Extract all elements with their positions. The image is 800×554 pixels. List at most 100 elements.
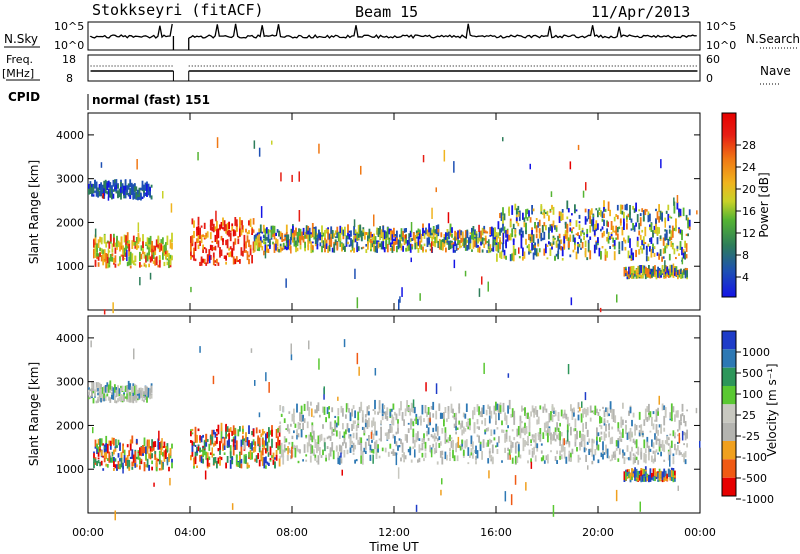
noise-cell [569,161,572,170]
scatter-cell [412,428,415,438]
scatter-cell [199,455,201,462]
noise-cell [672,263,675,273]
scatter-cell [508,234,510,241]
scatter-cell [607,231,610,238]
noise-cell [107,248,110,257]
scatter-cell [605,444,607,454]
scatter-cell [134,462,137,467]
scatter-cell [337,408,340,416]
scatter-cell [223,228,226,232]
scatter-cell [372,449,375,454]
scatter-cell [255,427,258,434]
scatter-cell [143,262,146,265]
scatter-cell [660,479,662,482]
scatter-cell [571,213,573,216]
scatter-cell [519,429,522,439]
scatter-cell [335,445,338,452]
scatter-cell [190,455,192,461]
scatter-cell [422,227,424,236]
scatter-cell [673,207,676,214]
scatter-cell [197,226,200,236]
scatter-cell [457,239,459,245]
scatter-cell [593,244,596,254]
scatter-cell [103,255,106,263]
scatter-cell [427,427,430,435]
scatter-cell [131,260,134,264]
scatter-cell [384,411,387,420]
scatter-cell [229,234,232,242]
scatter-cell [323,406,326,415]
scatter-cell [374,421,376,431]
scatter-cell [274,461,276,469]
scatter-cell [657,438,659,441]
scatter-cell [423,243,426,247]
scatter-cell [351,247,354,251]
scatter-cell [248,451,250,458]
scatter-cell [653,252,656,257]
scatter-cell [284,233,287,241]
scatter-cell [399,239,401,248]
scatter-cell [360,247,363,250]
scatter-cell [505,430,508,439]
scatter-cell [257,454,260,460]
scatter-cell [117,398,119,403]
scatter-cell [441,412,444,419]
scatter-cell [196,465,198,468]
scatter-cell [144,386,147,394]
scatter-cell [480,241,482,246]
scatter-cell [191,255,194,258]
noise-cell [199,346,201,353]
scatter-cell [437,240,440,248]
scatter-cell [419,233,421,240]
scatter-cell [104,395,107,399]
scatter-cell [104,179,107,188]
scatter-cell [648,403,650,414]
scatter-cell [115,387,118,391]
scatter-cell [267,231,270,240]
scatter-cell [310,232,313,236]
scatter-cell [644,226,647,237]
scatter-cell [299,228,302,239]
scatter-cell [379,226,381,235]
scatter-cell [560,409,563,417]
scatter-cell [663,271,666,276]
scatter-cell [337,416,340,426]
scatter-cell [128,251,131,257]
scatter-cell [563,412,566,416]
scatter-cell [538,228,541,233]
scatter-cell [602,441,604,451]
scatter-cell [527,443,529,446]
colorbar-tick-label: 100 [742,388,763,401]
scatter-cell [560,454,563,460]
scatter-cell [643,268,646,274]
scatter-cell [560,246,563,251]
scatter-cell [643,452,646,462]
scatter-cell [507,425,509,429]
scatter-cell [457,248,459,250]
scatter-cell [113,449,115,455]
scatter-cell [279,421,282,425]
scatter-cell [677,445,679,451]
scatter-cell [154,257,157,266]
scatter-cell [433,447,436,455]
scatter-cell [626,472,629,477]
scatter-cell [542,455,545,461]
scatter-cell [112,391,115,395]
scatter-cell [296,247,299,252]
scatter-cell [563,453,566,459]
scatter-cell [333,233,336,238]
scatter-cell [461,439,464,450]
scatter-cell [271,429,273,437]
scatter-cell [610,221,613,230]
scatter-cell [496,244,498,252]
colorbar-block [722,404,736,423]
noise-cell [126,249,128,261]
scatter-cell [669,470,672,479]
scatter-cell [212,223,215,233]
scatter-cell [348,408,350,413]
scatter-cell [350,230,352,237]
scatter-cell [616,204,619,211]
scatter-cell [473,424,476,434]
scatter-cell [526,245,529,249]
scatter-cell [551,225,553,233]
